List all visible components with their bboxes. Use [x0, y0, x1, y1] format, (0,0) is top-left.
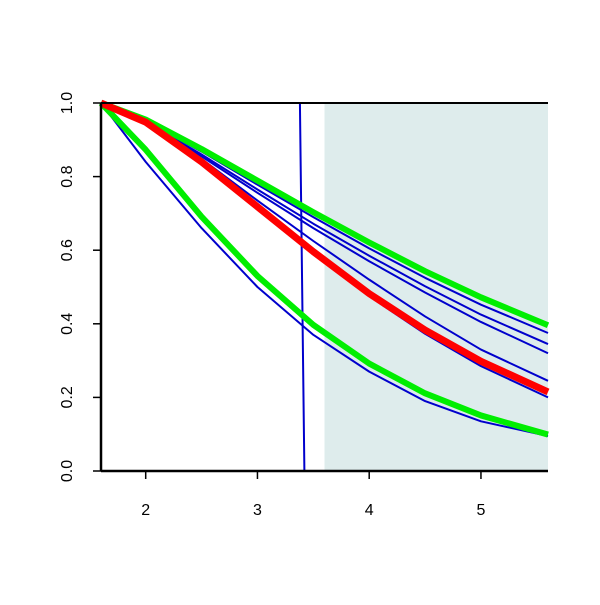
- x-tick-label: 3: [253, 502, 262, 519]
- y-tick-label: 0.8: [59, 165, 76, 187]
- y-tick-label: 0.2: [59, 386, 76, 408]
- y-tick-label: 0.4: [59, 313, 76, 335]
- x-tick-label: 5: [476, 502, 485, 519]
- series-line: [99, 99, 550, 396]
- series-line: [99, 100, 550, 329]
- y-tick-label: 0.0: [59, 460, 76, 482]
- y-tick-label: 1.0: [59, 92, 76, 114]
- series-line: [100, 102, 549, 438]
- x-tick-label: 4: [365, 502, 374, 519]
- y-tick-label: 0.6: [59, 239, 76, 261]
- x-tick-label: 2: [141, 502, 150, 519]
- series-line: [98, 100, 549, 438]
